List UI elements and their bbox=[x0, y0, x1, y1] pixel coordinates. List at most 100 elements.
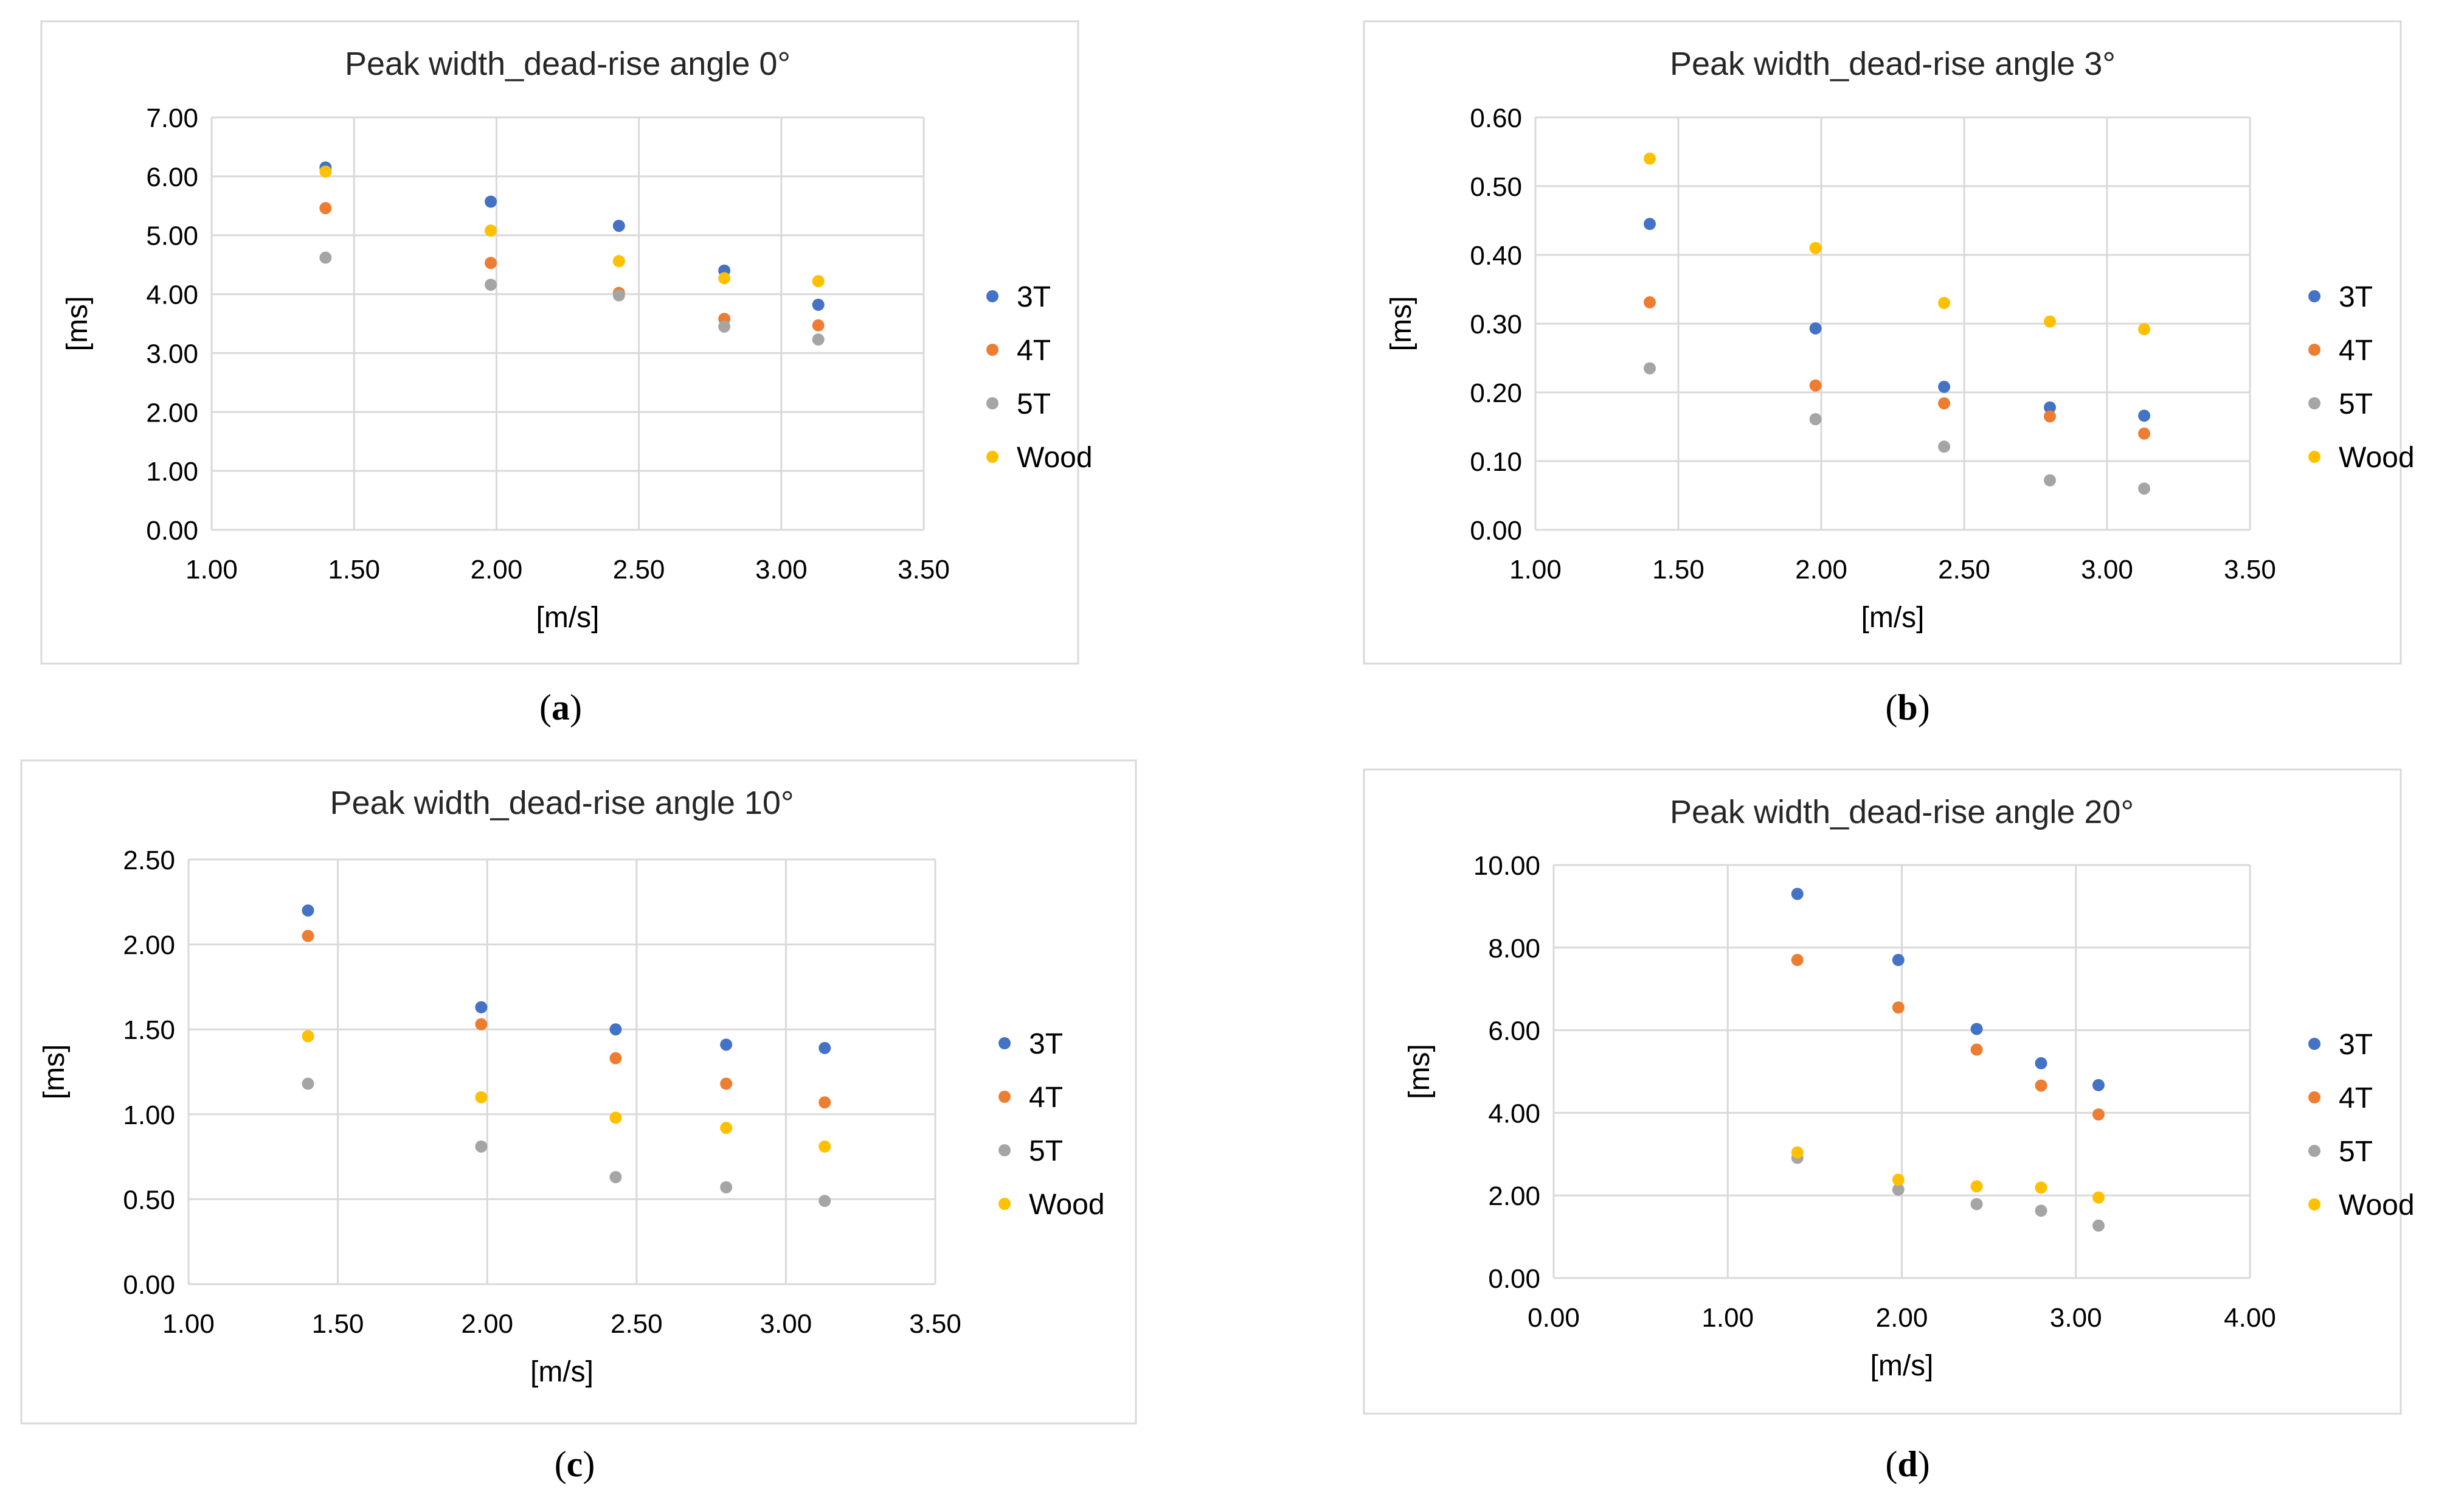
y-tick-label: 0.00 bbox=[1470, 516, 1522, 546]
chart-title: Peak width_dead-rise angle 0° bbox=[345, 46, 791, 82]
x-tick-label: 3.50 bbox=[2224, 555, 2276, 585]
y-tick-label: 0.10 bbox=[1470, 447, 1522, 477]
chart-panel-d: 0.00 2.00 4.00 6.00 8.00 10.00 0.00 1.00 2.00 3.0… bbox=[1363, 768, 2415, 1484]
y-tick-label: 8.00 bbox=[1488, 934, 1540, 964]
data-point-3t bbox=[485, 195, 497, 208]
x-tick-label: 3.00 bbox=[760, 1309, 812, 1339]
data-point-5t bbox=[319, 251, 332, 264]
legend-marker bbox=[2308, 344, 2320, 356]
data-point-3t bbox=[1938, 380, 1951, 393]
y-tick-label: 0.00 bbox=[146, 516, 198, 546]
caption-paren-open: ( bbox=[1885, 687, 1897, 728]
legend-label: Wood bbox=[2339, 442, 2415, 474]
chart-panel-c: 0.00 0.50 1.00 1.50 2.00 2.50 1.00 1.50 2.00 2.50… bbox=[20, 759, 1137, 1484]
x-tick-label: 3.00 bbox=[2081, 555, 2133, 585]
y-tick-label: 0.30 bbox=[1470, 310, 1522, 339]
x-tick-label: 2.00 bbox=[1795, 555, 1847, 585]
legend-label: Wood bbox=[1017, 442, 1093, 474]
data-point-4t bbox=[720, 1077, 733, 1090]
data-point-wood bbox=[818, 1140, 831, 1153]
data-point-wood bbox=[2092, 1191, 2105, 1204]
y-tick-label: 2.00 bbox=[123, 931, 175, 960]
y-tick-label: 0.50 bbox=[123, 1185, 175, 1215]
data-point-3t bbox=[812, 299, 825, 311]
data-point-4t bbox=[818, 1096, 831, 1109]
y-tick-label: 1.50 bbox=[123, 1015, 175, 1045]
data-point-5t bbox=[1938, 440, 1951, 453]
x-tick-label: 1.50 bbox=[312, 1309, 364, 1339]
x-tick-label: 1.00 bbox=[1701, 1303, 1754, 1333]
x-tick-label: 1.50 bbox=[1652, 555, 1704, 585]
y-axis-label: [ms] bbox=[1403, 1044, 1436, 1099]
y-tick-label: 3.00 bbox=[146, 339, 198, 369]
panel-caption: (c) bbox=[555, 1444, 595, 1484]
legend-label: 3T bbox=[2339, 1029, 2373, 1061]
data-point-3t bbox=[1970, 1023, 1983, 1035]
data-point-3t bbox=[1644, 218, 1656, 231]
legend-marker bbox=[998, 1091, 1011, 1103]
legend-label: 4T bbox=[1017, 335, 1051, 367]
legend-label: 4T bbox=[2339, 335, 2373, 367]
y-tick-label: 5.00 bbox=[146, 221, 198, 251]
chart-title: Peak width_dead-rise angle 20° bbox=[1670, 794, 2134, 830]
x-axis-label: [m/s] bbox=[1861, 602, 1925, 634]
chart-frame bbox=[1363, 768, 2402, 1415]
data-point-5t bbox=[2092, 1219, 2105, 1232]
data-point-5t bbox=[1809, 413, 1822, 426]
data-point-3t bbox=[612, 220, 625, 232]
data-point-wood bbox=[720, 1122, 733, 1134]
legend-label: 5T bbox=[1029, 1135, 1063, 1167]
panel-caption: (b) bbox=[1885, 687, 1929, 728]
legend-label: 3T bbox=[2339, 281, 2373, 313]
caption-paren-close: ) bbox=[583, 1444, 595, 1484]
y-tick-label: 0.60 bbox=[1470, 103, 1522, 133]
data-point-wood bbox=[609, 1111, 622, 1124]
y-axis-label: [ms] bbox=[1385, 296, 1417, 352]
legend-marker bbox=[986, 290, 998, 302]
caption-paren-open: ( bbox=[539, 687, 552, 728]
y-tick-label: 0.40 bbox=[1470, 241, 1522, 271]
chart-panel-b: 0.00 0.10 0.20 0.30 0.40 0.50 0.60 1.00 1.50 2.00… bbox=[1363, 20, 2415, 728]
data-point-5t bbox=[812, 333, 825, 346]
y-tick-label: 1.00 bbox=[146, 457, 198, 487]
x-tick-label: 2.00 bbox=[1876, 1303, 1928, 1333]
data-point-wood bbox=[475, 1091, 488, 1103]
legend-marker bbox=[2308, 1145, 2320, 1157]
data-point-3t bbox=[2092, 1079, 2105, 1091]
data-point-5t bbox=[1970, 1198, 1983, 1211]
caption-letter: a bbox=[552, 687, 570, 728]
data-point-3t bbox=[1809, 322, 1822, 335]
data-point-3t bbox=[1791, 887, 1804, 900]
data-point-5t bbox=[612, 289, 625, 302]
legend-marker bbox=[2308, 1198, 2320, 1211]
legend-marker bbox=[2308, 1038, 2320, 1050]
legend-label: 5T bbox=[2339, 1136, 2373, 1168]
data-point-3t bbox=[609, 1023, 622, 1036]
data-point-3t bbox=[2138, 409, 2151, 422]
y-tick-label: 2.50 bbox=[123, 846, 175, 875]
legend-marker bbox=[986, 451, 998, 463]
x-tick-label: 3.00 bbox=[2050, 1303, 2102, 1333]
data-point-3t bbox=[302, 904, 314, 917]
data-point-3t bbox=[818, 1041, 831, 1054]
data-point-wood bbox=[1791, 1146, 1804, 1159]
data-point-3t bbox=[720, 1038, 733, 1051]
legend-marker bbox=[2308, 451, 2320, 463]
legend-label: 5T bbox=[2339, 388, 2373, 420]
x-tick-label: 4.00 bbox=[2224, 1303, 2276, 1333]
caption-paren-close: ) bbox=[570, 687, 582, 728]
x-axis-label: [m/s] bbox=[536, 602, 600, 634]
legend-label: 3T bbox=[1017, 281, 1051, 313]
caption-letter: d bbox=[1897, 1444, 1917, 1484]
x-axis-label: [m/s] bbox=[1870, 1350, 1934, 1382]
x-tick-label: 1.50 bbox=[328, 555, 380, 585]
data-point-wood bbox=[2138, 323, 2151, 336]
chart-frame bbox=[1363, 20, 2402, 665]
data-point-3t bbox=[2044, 401, 2056, 414]
data-point-5t bbox=[2035, 1204, 2047, 1217]
data-point-wood bbox=[1644, 152, 1656, 165]
data-point-4t bbox=[1892, 1001, 1905, 1014]
x-tick-label: 2.00 bbox=[461, 1309, 513, 1339]
caption-letter: c bbox=[567, 1444, 583, 1484]
